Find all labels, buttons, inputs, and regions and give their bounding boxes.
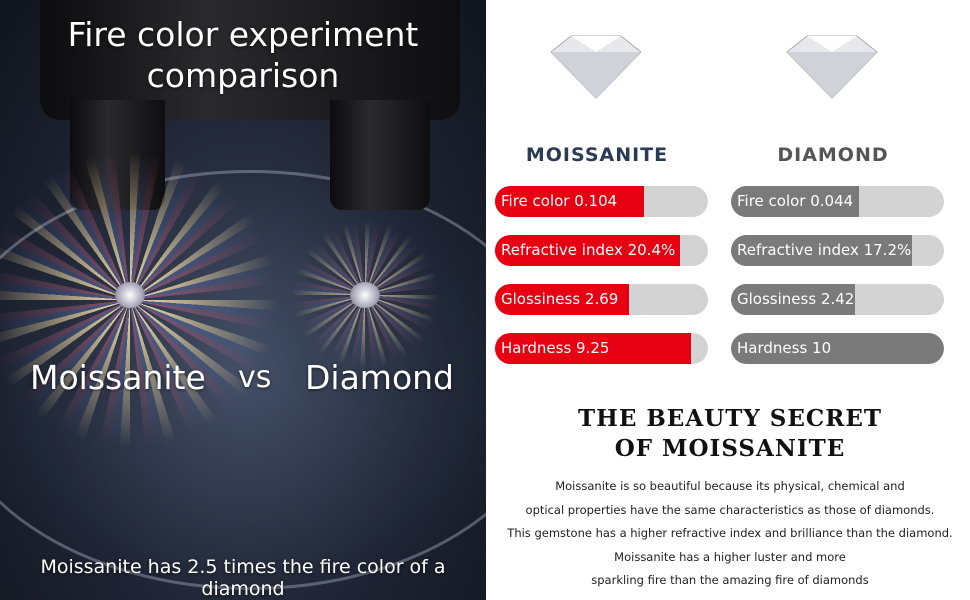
moissanite-bar-label: Glossiness 2.69 <box>501 290 619 308</box>
diamond-bar-fill <box>731 333 944 364</box>
title-line-1: Fire color experiment <box>67 15 419 54</box>
diamond-bar: Refractive index 17.2% <box>731 235 944 266</box>
heading-line-1: THE BEAUTY SECRET <box>577 405 882 432</box>
diamond-bar-fill <box>731 186 859 217</box>
description: Moissanite is so beautiful because its p… <box>500 475 960 593</box>
moissanite-bar-fill <box>495 333 691 364</box>
diamond-bar: Fire color 0.044 <box>731 186 944 217</box>
moissanite-bar: Fire color 0.104 <box>495 186 708 217</box>
beauty-heading: THE BEAUTY SECRET OF MOISSANITE <box>500 404 960 464</box>
description-line: Moissanite has a higher luster and more <box>614 549 846 564</box>
moissanite-bar: Refractive index 20.4% <box>495 235 708 266</box>
diamond-gem <box>350 282 380 308</box>
moissanite-gem <box>115 282 145 308</box>
diamond-bar: Glossiness 2.42 <box>731 284 944 315</box>
experiment-title: Fire color experiment comparison <box>0 14 486 96</box>
description-line: optical properties have the same charact… <box>525 502 935 517</box>
diamond-bar-label: Refractive index 17.2% <box>737 241 912 259</box>
heading-line-2: OF MOISSANITE <box>614 435 846 462</box>
caption: Moissanite has 2.5 times the fire color … <box>40 556 446 600</box>
diamond-heading: DIAMOND <box>777 144 889 166</box>
diamond-bar-label: Glossiness 2.42 <box>737 290 855 308</box>
title-line-2: comparison <box>146 56 340 95</box>
diamond-bar-fill <box>731 284 855 315</box>
moissanite-bar-fill <box>495 186 645 217</box>
diamond-bar-fill <box>731 235 913 266</box>
diamond-bar-label: Hardness 10 <box>737 339 832 357</box>
machine-leg-right <box>330 100 430 210</box>
moissanite-label: Moissanite <box>30 358 206 397</box>
moissanite-bar-label: Hardness 9.25 <box>501 339 610 357</box>
moissanite-diamond-icon <box>550 35 642 99</box>
moissanite-bar-label: Fire color 0.104 <box>501 192 618 210</box>
diamond-bar-label: Fire color 0.044 <box>737 192 854 210</box>
moissanite-bar-label: Refractive index 20.4% <box>501 241 676 259</box>
diamond-label: Diamond <box>305 358 454 397</box>
description-line: sparkling fire than the amazing fire of … <box>591 573 869 587</box>
moissanite-bar: Glossiness 2.69 <box>495 284 708 315</box>
description-line: Moissanite is so beautiful because its p… <box>555 479 905 493</box>
diamond-bar: Hardness 10 <box>731 333 944 364</box>
moissanite-heading: MOISSANITE <box>525 144 669 166</box>
moissanite-bar-fill <box>495 235 681 266</box>
vs-label: vs <box>238 360 272 395</box>
diamond-diamond-icon <box>786 35 878 99</box>
description-line: This gemstone has a higher refractive in… <box>507 526 953 540</box>
experiment-photo: Fire color experiment comparison Moissan… <box>0 0 486 600</box>
moissanite-bar: Hardness 9.25 <box>495 333 708 364</box>
moissanite-bar-fill <box>495 284 630 315</box>
